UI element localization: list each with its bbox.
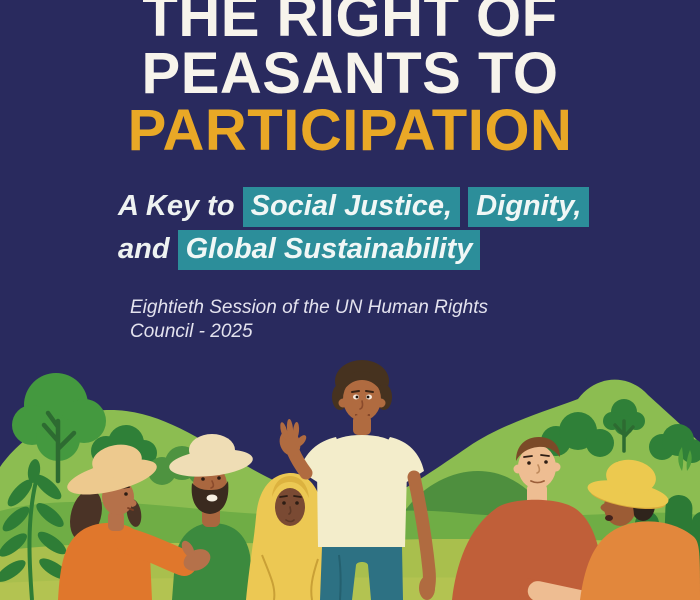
title-line-3-accent: PARTICIPATION [127,98,573,163]
person-right-hat-man [580,459,700,600]
illustration [0,355,700,600]
person-bearded-man [169,434,254,600]
session-line-2: Council - 2025 [130,321,253,342]
poster-title: THE RIGHT OF PEASANTS TO PARTICIPATION [0,0,700,163]
person-speaker [279,360,436,600]
person-hat-woman [58,444,211,600]
subtitle-highlight-social-justice: Social Justice, [242,187,461,227]
peasants-landscape-illustration [0,360,700,600]
title-line-2: PEASANTS TO [141,41,559,106]
subtitle-line-2: and Global Sustainability [118,229,676,270]
session-caption: Eightieth Session of the UN Human Rights… [130,296,660,344]
subtitle: A Key to Social Justice, Dignity, and Gl… [118,186,676,272]
subtitle-highlight-global-sustainability: Global Sustainability [177,230,481,270]
small-tree [603,399,645,453]
session-line-1: Eightieth Session of the UN Human Rights [130,297,489,318]
subtitle-highlight-dignity: Dignity, [468,187,590,227]
person-rust-shirt-man [452,437,623,600]
title-line-1: THE RIGHT OF [142,0,558,49]
person-headscarf-woman [246,472,334,600]
subtitle-line-1: A Key to Social Justice, Dignity, [118,186,676,227]
left-plant [0,459,69,600]
left-tree [12,373,106,484]
subtitle-connector: and [118,233,170,265]
subtitle-prefix: A Key to [118,190,235,222]
